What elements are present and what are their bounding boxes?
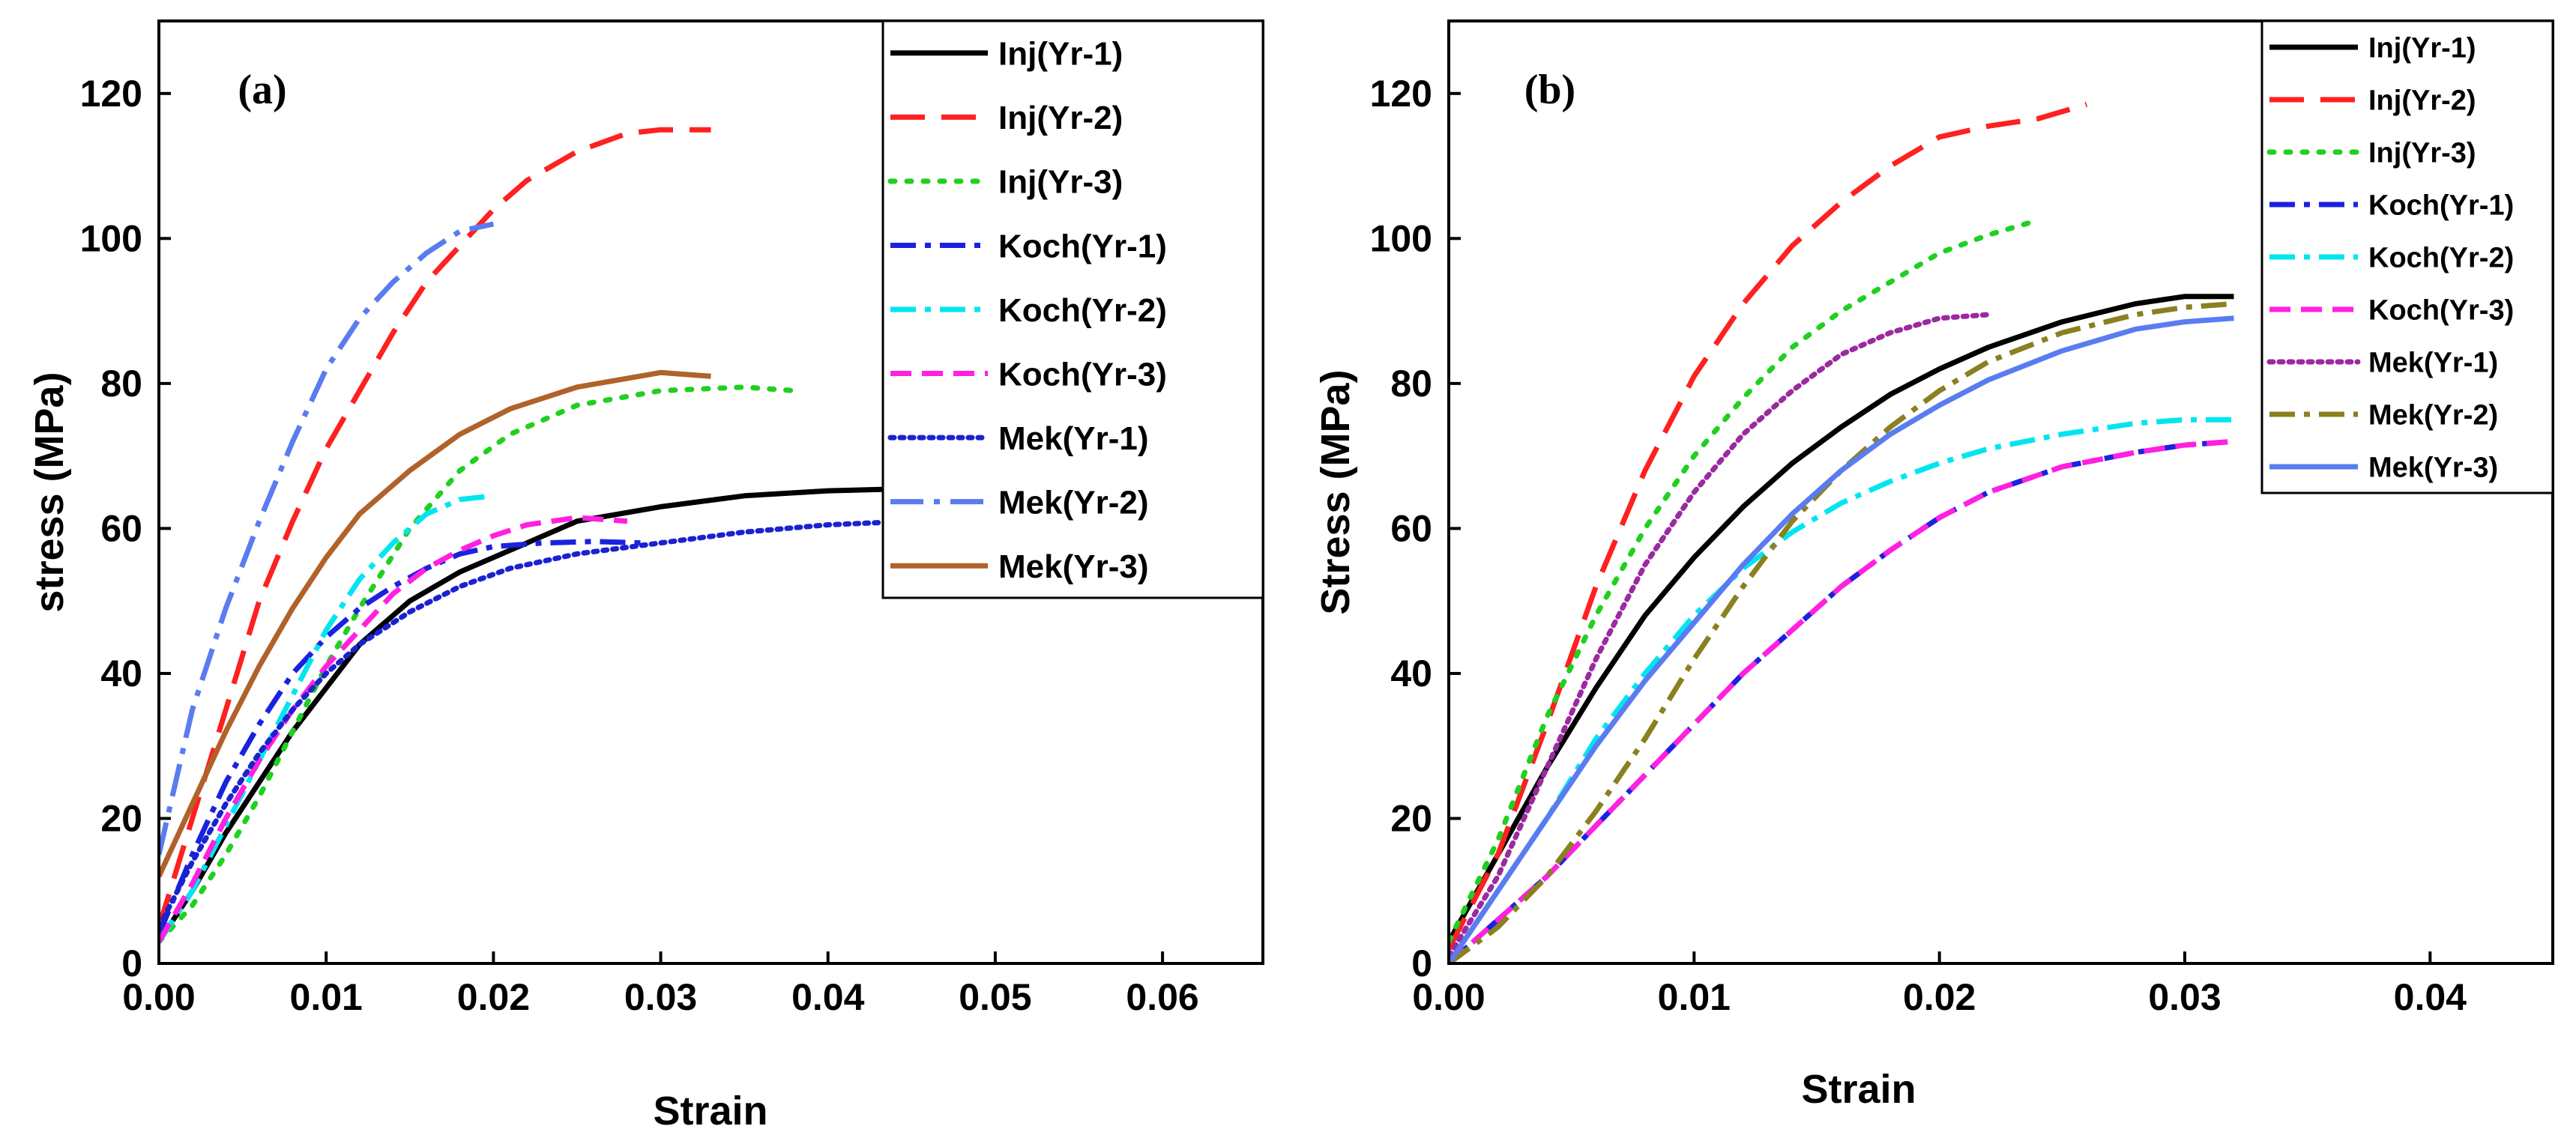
series-line-koch-yr-2 (159, 493, 494, 943)
legend-label: Koch(Yr-2) (2368, 243, 2514, 274)
y-ticks: 0 20 40 60 80 100 120 (80, 73, 171, 984)
legend: Inj(Yr-1) Inj(Yr-2) Inj(Yr-3) Koch(Yr-1) Koc… (881, 19, 1264, 599)
series-group (1449, 101, 2234, 963)
y-axis-label: Stress (MPa) (1313, 369, 1358, 614)
legend-label: Mek(Yr-3) (2368, 453, 2498, 484)
legend-label: Mek(Yr-2) (2368, 400, 2498, 432)
x-axis-label: Strain (1801, 1067, 1916, 1112)
y-tick-label: 60 (100, 507, 142, 549)
series-line-inj-yr-3 (1449, 217, 2041, 945)
y-tick-label: 80 (1390, 363, 1432, 405)
y-tick-label: 20 (1390, 797, 1432, 839)
series-line-mek-yr-2 (159, 221, 495, 856)
legend-label: Inj(Yr-3) (2368, 138, 2476, 169)
series-line-inj-yr-3 (159, 384, 797, 945)
panel-tag: (b) (1524, 67, 1575, 113)
legend-label: Inj(Yr-1) (998, 36, 1123, 73)
legend-label: Koch(Yr-3) (998, 356, 1167, 393)
series-line-koch-yr-2 (1449, 417, 2234, 963)
legend-label: Mek(Yr-2) (998, 485, 1149, 521)
y-tick-label: 60 (1390, 507, 1432, 549)
legend-label: Koch(Yr-1) (2368, 190, 2514, 222)
series-line-mek-yr-3 (1449, 315, 2234, 963)
y-tick-label: 0 (121, 942, 142, 984)
x-tick-label: 0.02 (1903, 976, 1976, 1018)
legend-label: Mek(Yr-1) (2368, 348, 2498, 379)
x-tick-label: 0.00 (122, 976, 195, 1018)
x-tick-label: 0.05 (959, 976, 1031, 1018)
x-tick-label: 0.04 (791, 976, 865, 1018)
y-tick-label: 40 (1390, 653, 1432, 694)
x-axis-label: Strain (653, 1089, 767, 1134)
y-tick-label: 0 (1411, 942, 1432, 984)
series-line-mek-yr-3 (159, 369, 711, 878)
x-tick-label: 0.03 (624, 976, 697, 1018)
x-tick-label: 0.06 (1126, 976, 1198, 1018)
series-line-koch-yr-3 (1449, 438, 2234, 963)
x-tick-label: 0.00 (1412, 976, 1485, 1018)
chart-panel-a: 0.00 0.01 0.02 0.03 0.04 0.05 0.06 0 20 40 60 80 10… (27, 19, 1264, 1134)
series-line-mek-yr-2 (1449, 300, 2234, 963)
series-line-inj-yr-2 (159, 127, 711, 928)
x-tick-label: 0.01 (290, 976, 363, 1018)
legend-label: Inj(Yr-1) (2368, 33, 2476, 64)
series-group (159, 127, 912, 945)
series-line-koch-yr-3 (159, 515, 628, 943)
y-tick-label: 20 (100, 797, 142, 839)
x-tick-label: 0.01 (1658, 976, 1731, 1018)
chart-panel-b: 0.00 0.01 0.02 0.03 0.04 0 20 40 60 80 100 120 Str… (1313, 19, 2554, 1112)
series-line-mek-yr-1 (1449, 312, 1991, 959)
legend-label: Mek(Yr-1) (998, 420, 1149, 457)
legend: Inj(Yr-1) Inj(Yr-2) Inj(Yr-3) Koch(Yr-1) Koc… (2260, 19, 2554, 494)
y-tick-label: 40 (100, 653, 142, 694)
legend-label: Inj(Yr-2) (2368, 85, 2476, 117)
legend-label: Mek(Yr-3) (998, 548, 1149, 585)
series-line-inj-yr-1 (1449, 294, 2234, 943)
legend-label: Koch(Yr-1) (998, 228, 1167, 264)
panel-tag: (a) (238, 67, 286, 113)
series-line-koch-yr-1 (159, 539, 645, 936)
legend-label: Inj(Yr-2) (998, 100, 1123, 136)
legend-box (2260, 19, 2554, 494)
x-tick-label: 0.04 (2394, 976, 2467, 1018)
y-ticks: 0 20 40 60 80 100 120 (1370, 73, 1461, 984)
series-line-inj-yr-1 (159, 485, 912, 943)
legend-label: Inj(Yr-3) (998, 164, 1123, 201)
y-tick-label: 120 (80, 73, 142, 115)
series-line-koch-yr-1 (1449, 438, 2234, 963)
y-tick-label: 100 (80, 217, 142, 259)
legend-label: Koch(Yr-3) (2368, 295, 2514, 327)
x-ticks: 0.00 0.01 0.02 0.03 0.04 (1412, 951, 2467, 1018)
x-ticks: 0.00 0.01 0.02 0.03 0.04 0.05 0.06 (122, 951, 1199, 1018)
x-tick-label: 0.02 (457, 976, 530, 1018)
y-axis-label: stress (MPa) (27, 372, 72, 612)
y-tick-label: 80 (100, 363, 142, 405)
legend-label: Koch(Yr-2) (998, 292, 1167, 329)
y-tick-label: 120 (1370, 73, 1432, 115)
y-tick-label: 100 (1370, 217, 1432, 259)
x-tick-label: 0.03 (2148, 976, 2221, 1018)
series-line-mek-yr-1 (159, 520, 881, 930)
